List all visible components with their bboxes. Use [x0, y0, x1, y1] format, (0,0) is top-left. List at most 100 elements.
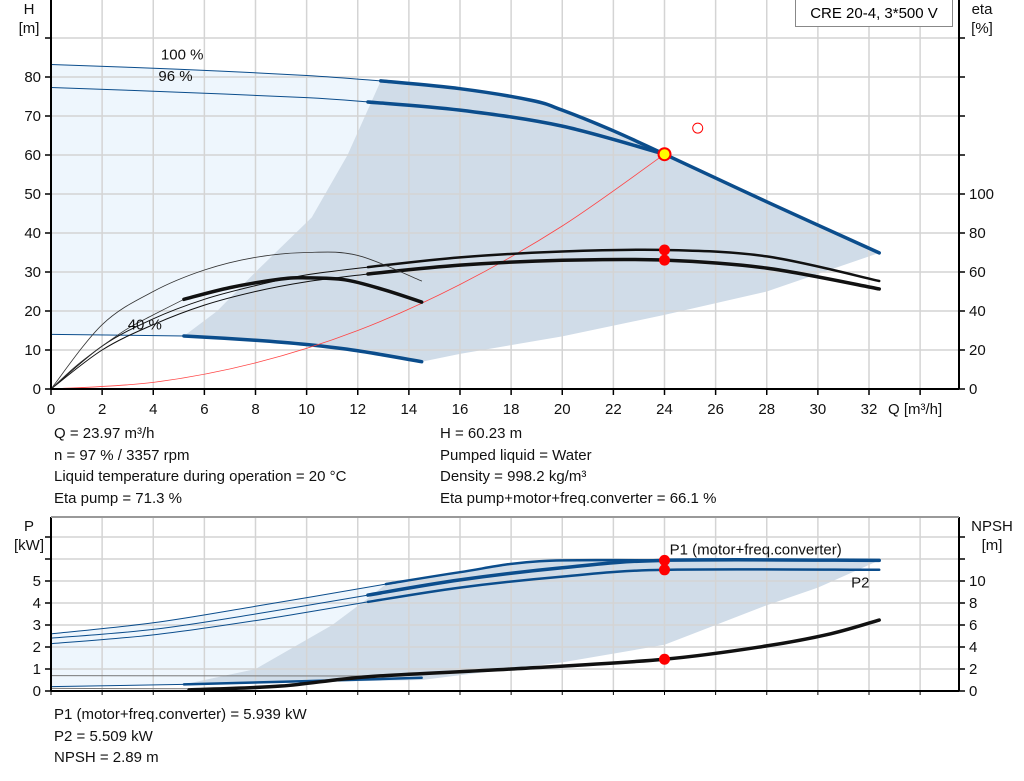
- top-curve-eta: [182, 275, 424, 304]
- bottom-y2-tick-label: 2: [969, 661, 977, 678]
- top-curve-h: [50, 153, 665, 390]
- top-x-tick-label: 14: [401, 401, 418, 418]
- top-annotation: 40 %: [128, 316, 162, 333]
- top-y2-tick-label: 0: [969, 381, 977, 398]
- top-curve-eta: [50, 273, 369, 390]
- bottom-y2-tick-label: 0: [969, 683, 977, 700]
- bottom-info: P1 (motor+freq.converter) = 5.939 kW P2 …: [54, 704, 307, 769]
- top-y-tick-label: 20: [24, 303, 41, 320]
- top-y-tick-label: 50: [24, 186, 41, 203]
- top-duty-point-eta: [659, 244, 670, 256]
- top-x-tick-label: 4: [149, 401, 157, 418]
- bottom-y2-tick-label: 4: [969, 639, 977, 656]
- bottom-y-axis-title: P: [24, 518, 34, 535]
- top-y-tick-label: 0: [33, 381, 41, 398]
- top-x-tick-label: 30: [810, 401, 827, 418]
- info-p2: P2 = 5.509 kW: [54, 727, 153, 745]
- top-y-tick-label: 80: [24, 69, 41, 86]
- top-x-tick-label: 10: [298, 401, 315, 418]
- info-liquid-temperature: Liquid temperature during operation = 20…: [54, 468, 347, 485]
- top-x-tick-label: 20: [554, 401, 571, 418]
- bottom-curve-p: [182, 676, 423, 686]
- top-y2-axis-title-unit: [%]: [971, 20, 993, 37]
- top-y-tick-label: 40: [24, 225, 41, 242]
- top-curve-eta: [366, 257, 881, 291]
- info-density: Density = 998.2 kg/m³: [440, 468, 587, 485]
- top-curve-h: [50, 64, 382, 82]
- top-y2-tick-label: 80: [969, 225, 986, 242]
- top-chart: [45, 0, 965, 395]
- top-y2-tick-label: 40: [969, 303, 986, 320]
- bottom-y-axis-title-unit: [kW]: [14, 537, 44, 554]
- top-annotation: 96 %: [158, 68, 192, 85]
- top-x-tick-label: 24: [656, 401, 673, 418]
- info-eta-pump: Eta pump = 71.3 %: [54, 489, 182, 507]
- top-x-tick-label: 32: [861, 401, 878, 418]
- bottom-chart: [45, 516, 965, 695]
- top-curve-eta: [50, 298, 185, 390]
- top-y-axis-title: H: [24, 1, 35, 18]
- top-y-tick-label: 60: [24, 147, 41, 164]
- bottom-y-tick-label: 3: [33, 617, 41, 634]
- top-y2-axis-title: eta: [972, 1, 994, 18]
- top-x-tick-label: 0: [47, 401, 55, 418]
- top-curve-eta: [50, 251, 423, 390]
- bottom-duty-point-p: [659, 554, 670, 566]
- bottom-curve-p: [50, 601, 369, 645]
- top-curve-h: [50, 87, 369, 103]
- top-info-right: H = 60.23 m Pumped liquid = Water Densit…: [440, 423, 716, 509]
- top-x-tick-label: 2: [98, 401, 106, 418]
- bottom-annotation: P1 (motor+freq.converter): [670, 542, 842, 559]
- top-y-tick-label: 10: [24, 342, 41, 359]
- top-curve-h: [182, 334, 424, 364]
- bottom-curve-p: [366, 568, 881, 604]
- top-x-tick-label: 22: [605, 401, 622, 418]
- bottom-y-tick-label: 2: [33, 639, 41, 656]
- top-y-tick-label: 70: [24, 108, 41, 125]
- info-npsh: NPSH = 2.89 m: [54, 749, 159, 766]
- bottom-y2-tick-label: 10: [969, 573, 986, 590]
- top-x-tick-label: 16: [452, 401, 469, 418]
- legend-pump-model: CRE 20-4, 3*500 V: [795, 0, 953, 27]
- bottom-curve-p: [50, 583, 387, 635]
- bottom-curve-p: [50, 594, 369, 639]
- top-x-tick-label: 8: [251, 401, 259, 418]
- info-speed: n = 97 % / 3357 rpm: [54, 446, 190, 464]
- top-x-tick-label: 18: [503, 401, 520, 418]
- top-curve-h: [366, 100, 667, 156]
- info-p1: P1 (motor+freq.converter) = 5.939 kW: [54, 706, 307, 723]
- bottom-y2-tick-label: 8: [969, 595, 977, 612]
- hollow-point-marker: [692, 122, 704, 134]
- bottom-duty-point-npsh: [659, 653, 670, 665]
- top-region-light: [51, 64, 381, 336]
- bottom-curve-p: [50, 683, 185, 688]
- top-y-axis-title-unit: [m]: [19, 20, 40, 37]
- bottom-curve-npsh: [187, 618, 881, 692]
- top-x-axis-title: Q [m³/h]: [888, 401, 942, 418]
- bottom-y-tick-label: 0: [33, 683, 41, 700]
- bottom-curve-p: [366, 558, 881, 597]
- top-x-tick-label: 12: [349, 401, 366, 418]
- bottom-y-tick-label: 5: [33, 573, 41, 590]
- top-x-tick-label: 28: [758, 401, 775, 418]
- top-annotation: 100 %: [161, 46, 204, 63]
- top-y2-tick-label: 100: [969, 186, 994, 203]
- bottom-region-light: [51, 584, 386, 688]
- top-curve-h: [379, 79, 881, 255]
- top-y-tick-label: 30: [24, 264, 41, 281]
- top-x-tick-label: 26: [707, 401, 724, 418]
- bottom-y2-axis-title: NPSH: [971, 518, 1013, 535]
- top-duty-point-eta: [659, 254, 670, 266]
- info-flow: Q = 23.97 m³/h: [54, 425, 155, 442]
- info-pumped-liquid: Pumped liquid = Water: [440, 446, 592, 464]
- operating-point-marker: [657, 147, 672, 162]
- bottom-y-tick-label: 4: [33, 595, 41, 612]
- top-info-left: Q = 23.97 m³/h n = 97 % / 3357 rpm Liqui…: [54, 423, 346, 509]
- top-y2-tick-label: 20: [969, 342, 986, 359]
- bottom-y2-axis-title-unit: [m]: [982, 537, 1003, 554]
- bottom-annotation: P2: [851, 575, 869, 592]
- top-y2-tick-label: 60: [969, 264, 986, 281]
- info-eta-total: Eta pump+motor+freq.converter = 66.1 %: [440, 489, 717, 507]
- bottom-duty-point-p: [659, 564, 670, 576]
